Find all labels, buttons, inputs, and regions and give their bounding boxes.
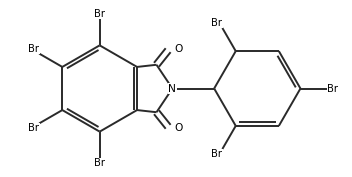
- Text: Br: Br: [94, 9, 105, 19]
- Text: O: O: [174, 123, 182, 133]
- Text: Br: Br: [28, 123, 39, 133]
- Text: O: O: [174, 44, 182, 54]
- Text: Br: Br: [327, 84, 338, 93]
- Text: Br: Br: [28, 44, 39, 54]
- Text: Br: Br: [211, 18, 222, 28]
- Text: Br: Br: [211, 149, 222, 159]
- Text: N: N: [169, 84, 176, 93]
- Text: Br: Br: [94, 158, 105, 168]
